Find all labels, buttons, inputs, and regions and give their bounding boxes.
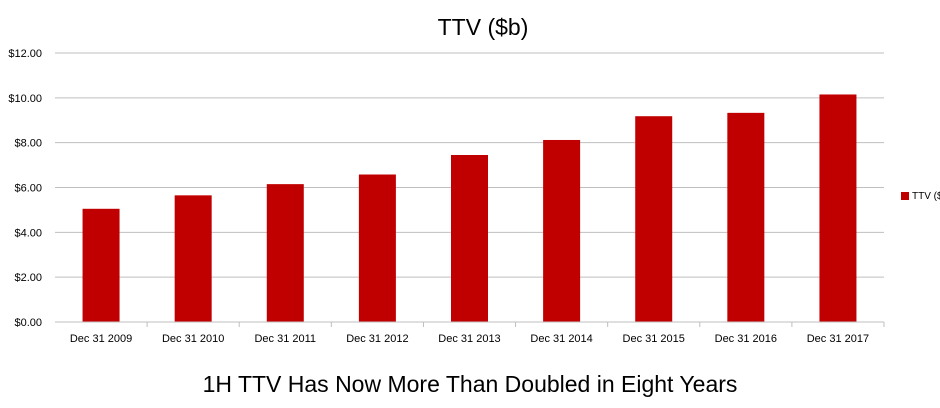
x-tick-label: Dec 31 2016 bbox=[715, 333, 777, 345]
x-tick-label: Dec 31 2011 bbox=[254, 333, 316, 345]
x-tick-label: Dec 31 2010 bbox=[162, 333, 224, 345]
bar bbox=[174, 195, 212, 322]
bars bbox=[82, 94, 857, 323]
legend: TTV ($b) bbox=[901, 191, 940, 202]
bar bbox=[266, 184, 304, 322]
x-tick-label: Dec 31 2015 bbox=[623, 333, 685, 345]
y-tick-label: $0.00 bbox=[14, 317, 42, 329]
x-axis-ticks: Dec 31 2009 Dec 31 2010 Dec 31 2011 Dec 31 … bbox=[70, 322, 885, 345]
bar bbox=[819, 94, 857, 323]
y-tick-label: $12.00 bbox=[8, 48, 42, 60]
y-tick-label: $6.00 bbox=[14, 183, 42, 195]
x-tick-label: Dec 31 2013 bbox=[438, 333, 500, 345]
legend-label: TTV ($b) bbox=[912, 191, 940, 202]
slide-caption: 1H TTV Has Now More Than Doubled in Eigh… bbox=[202, 371, 738, 397]
y-tick-label: $2.00 bbox=[14, 272, 42, 284]
bar bbox=[82, 208, 120, 322]
y-axis-ticks: $0.00 $2.00 $4.00 $6.00 $8.00 $10.00 $12.00 bbox=[8, 48, 42, 329]
x-tick-label: Dec 31 2009 bbox=[70, 333, 132, 345]
chart-title: TTV ($b) bbox=[438, 14, 529, 40]
bar bbox=[635, 116, 673, 322]
bar bbox=[543, 139, 581, 322]
x-tick-label: Dec 31 2012 bbox=[346, 333, 408, 345]
x-tick-label: Dec 31 2017 bbox=[807, 333, 869, 345]
x-tick-label: Dec 31 2014 bbox=[530, 333, 592, 345]
legend-swatch bbox=[901, 192, 909, 200]
y-tick-label: $8.00 bbox=[14, 138, 42, 150]
y-tick-label: $4.00 bbox=[14, 227, 42, 239]
y-tick-label: $10.00 bbox=[8, 93, 42, 105]
bar bbox=[727, 112, 765, 322]
bar bbox=[451, 154, 488, 322]
bar bbox=[358, 174, 396, 322]
